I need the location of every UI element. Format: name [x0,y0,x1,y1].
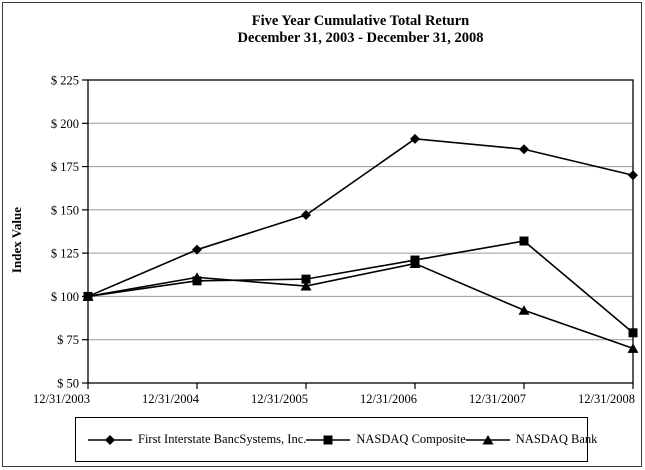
square-marker-icon [306,435,351,444]
x-tick-label: 12/31/2008 [578,392,635,406]
diamond-marker [192,244,202,255]
square-marker [519,236,529,246]
legend-item-nasdaq-composite: NASDAQ Composite [306,432,466,447]
legend-label: First Interstate BancSystems, Inc. [138,432,307,446]
legend-item-first-interstate: First Interstate BancSystems, Inc. [88,432,306,447]
y-tick-label: $ 175 [51,160,79,174]
diamond-marker [410,133,420,144]
x-tick-label: 12/31/2007 [469,392,526,406]
diamond-marker [519,144,529,155]
diamond-marker [105,434,115,445]
x-axis: 12/31/2003 12/31/2004 12/31/2005 12/31/2006… [33,383,635,406]
square-marker [628,328,638,338]
triangle-marker [300,281,312,291]
legend: First Interstate BancSystems, Inc. NASDA… [75,417,597,462]
plot-border [87,79,634,384]
y-tick-label: $ 225 [51,74,79,88]
legend-label: NASDAQ Bank [515,432,598,446]
triangle-marker [518,305,530,315]
gridlines [88,122,633,341]
y-tick-label: $ 100 [51,290,79,304]
triangle-marker [482,434,494,444]
series-2 [82,258,639,353]
y-tick-label: $ 150 [51,203,79,217]
x-tick-label: 12/31/2006 [360,392,417,406]
x-tick-label: 12/31/2003 [33,392,90,406]
diamond-marker-icon [88,434,132,445]
chart-subtitle: December 31, 2003 - December 31, 2008 [237,30,484,46]
y-tick-label: $ 200 [51,117,79,131]
diamond-marker [301,210,311,221]
square-marker [192,276,202,286]
x-tick-label: 12/31/2005 [251,392,308,406]
legend-item-nasdaq-bank: NASDAQ Bank [465,432,598,447]
chart-title-block: Five Year Cumulative Total Return Decemb… [88,13,633,47]
legend-label: NASDAQ Composite [356,432,466,446]
x-tick-label: 12/31/2004 [142,392,200,406]
diamond-marker [83,291,93,302]
triangle-marker [627,343,639,353]
square-marker [301,274,311,284]
series-1 [83,236,638,338]
chart-title: Five Year Cumulative Total Return [251,13,470,29]
y-tick-label: $ 50 [57,377,79,391]
triangle-marker-icon [465,434,510,444]
diamond-marker [628,170,638,181]
y-tick-label: $ 75 [57,333,79,347]
y-tick-label: $ 125 [51,247,79,261]
y-axis: $ 225 $ 200 $ 175 $ 150 $ 125 $ 100 $ 75 $ 50 [51,74,88,391]
series-0 [83,133,638,302]
square-marker [323,435,333,444]
square-marker [410,255,420,265]
